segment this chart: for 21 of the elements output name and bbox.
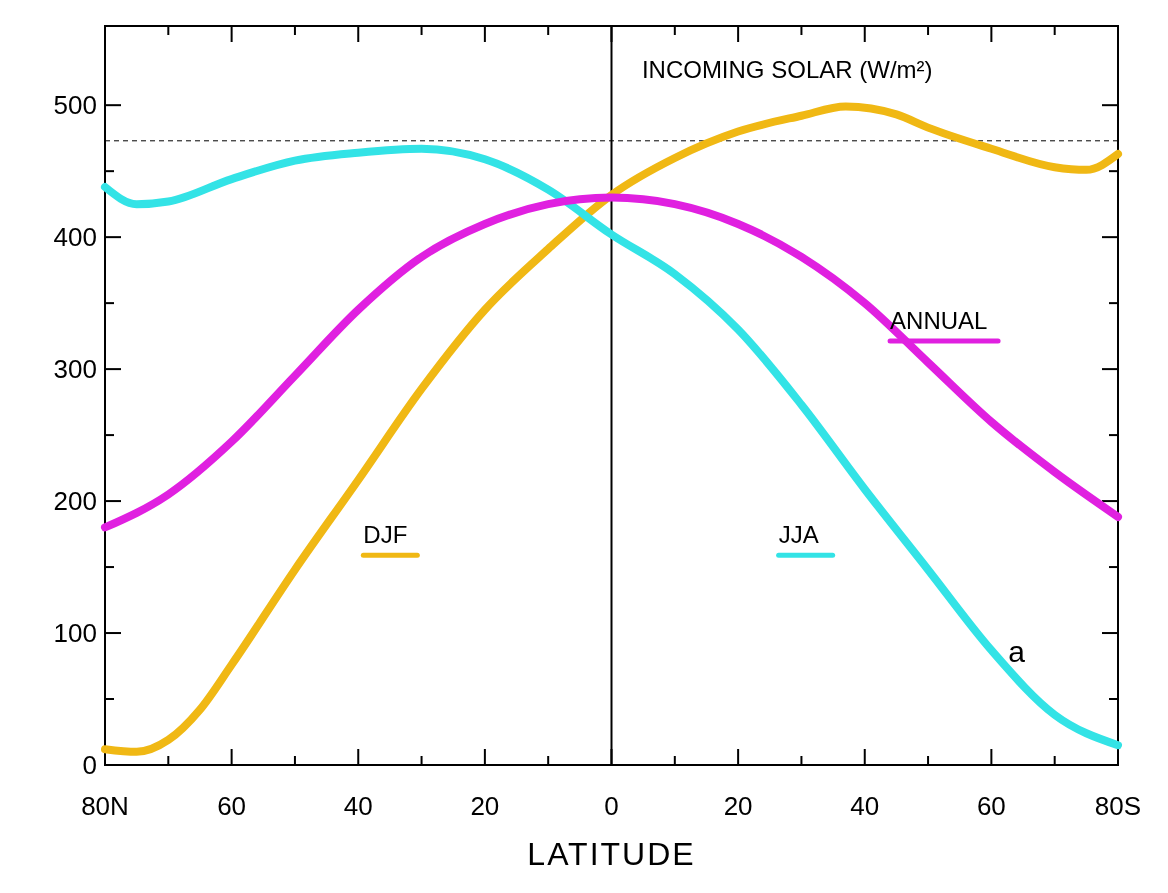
y-tick-label: 200	[53, 486, 97, 517]
x-tick-label: 60	[976, 791, 1006, 821]
x-tick-label: 20	[470, 791, 500, 821]
x-tick-label: 40	[850, 791, 880, 821]
x-tick-label: 80S	[1094, 791, 1142, 821]
series-label: ANNUAL	[890, 306, 988, 334]
text: JJA	[778, 521, 819, 549]
x-axis-title: LATITUDE	[527, 836, 696, 872]
annotation: INCOMING SOLAR (W/m²)	[641, 55, 933, 83]
x-tick-label: 80N	[81, 791, 129, 821]
series-label: DJF	[363, 521, 408, 549]
x-tick-label: 20	[723, 791, 753, 821]
x-tick-label: 0	[604, 791, 619, 821]
y-tick-label: 0	[82, 750, 97, 780]
y-tick-label: 300	[53, 354, 97, 385]
y-tick-label: 400	[53, 222, 97, 253]
annotation: a	[1008, 634, 1026, 668]
x-tick-label: 60	[217, 791, 247, 821]
y-tick-label: 100	[53, 618, 97, 649]
y-tick-label: 500	[53, 90, 97, 121]
x-tick-label: 40	[343, 791, 373, 821]
